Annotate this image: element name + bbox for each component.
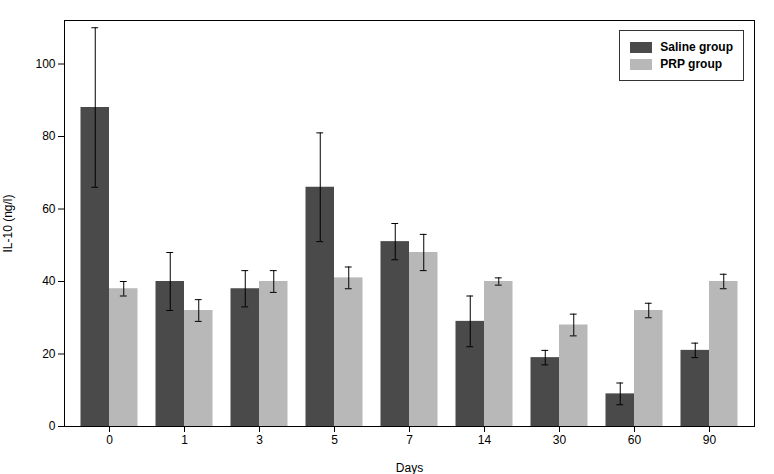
svg-text:Days: Days bbox=[396, 461, 423, 474]
svg-text:60: 60 bbox=[42, 202, 56, 216]
svg-text:0: 0 bbox=[49, 419, 56, 433]
svg-text:5: 5 bbox=[331, 433, 338, 447]
svg-text:30: 30 bbox=[553, 433, 567, 447]
svg-text:100: 100 bbox=[35, 57, 55, 71]
svg-text:0: 0 bbox=[106, 433, 113, 447]
svg-text:14: 14 bbox=[478, 433, 492, 447]
svg-text:IL-10 (ng/l): IL-10 (ng/l) bbox=[1, 194, 15, 252]
svg-text:7: 7 bbox=[406, 433, 413, 447]
svg-text:40: 40 bbox=[42, 274, 56, 288]
svg-text:80: 80 bbox=[42, 129, 56, 143]
svg-text:3: 3 bbox=[256, 433, 263, 447]
svg-text:20: 20 bbox=[42, 347, 56, 361]
html-text:PRP group: PRP group bbox=[660, 57, 723, 71]
svg-text:90: 90 bbox=[703, 433, 717, 447]
html-text:Saline group: Saline group bbox=[660, 40, 733, 54]
svg-text:60: 60 bbox=[628, 433, 642, 447]
svg-text:1: 1 bbox=[181, 433, 188, 447]
